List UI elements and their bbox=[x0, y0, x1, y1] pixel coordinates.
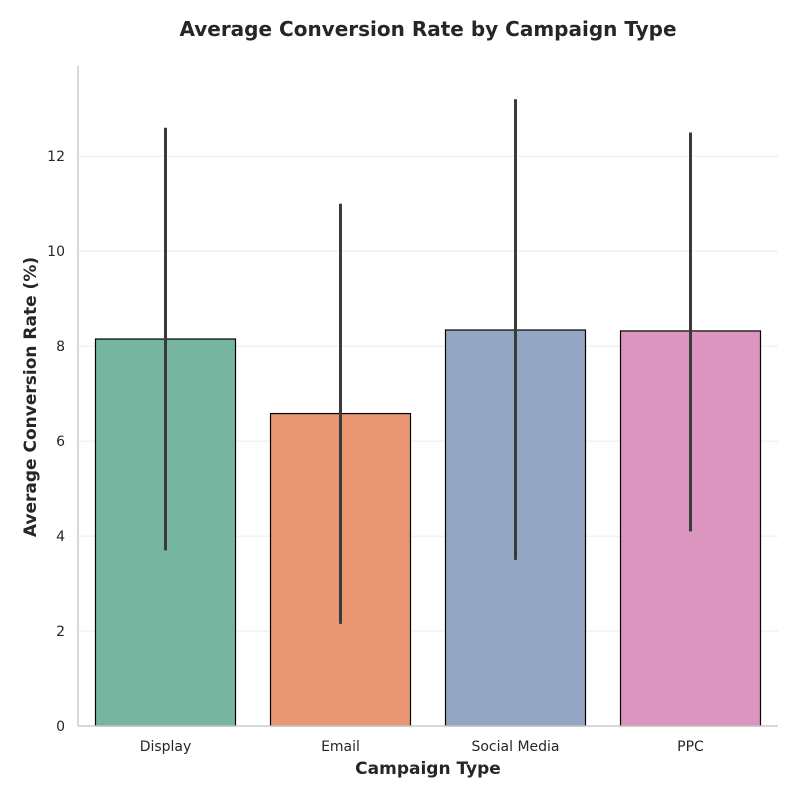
bars bbox=[94, 329, 762, 727]
x-tick-labels: Display Email Social Media PPC bbox=[140, 739, 704, 755]
y-tick-label: 6 bbox=[56, 434, 65, 450]
x-tick-label: Email bbox=[321, 739, 360, 755]
y-axis-label: Average Conversion Rate (%) bbox=[21, 257, 41, 537]
error-bars bbox=[164, 99, 692, 624]
y-tick-label: 4 bbox=[56, 529, 65, 545]
x-axis-label: Campaign Type bbox=[355, 759, 501, 779]
y-tick-label: 8 bbox=[56, 339, 65, 355]
y-tick-label: 2 bbox=[56, 624, 65, 640]
y-tick-label: 0 bbox=[56, 719, 65, 735]
chart-title: Average Conversion Rate by Campaign Type bbox=[179, 17, 676, 41]
y-tick-labels: 0 2 4 6 8 10 12 bbox=[47, 149, 65, 735]
x-tick-label: PPC bbox=[677, 739, 704, 755]
y-tick-label: 12 bbox=[47, 149, 65, 165]
y-tick-label: 10 bbox=[47, 244, 65, 260]
x-tick-label: Social Media bbox=[471, 739, 559, 755]
x-tick-label: Display bbox=[140, 739, 192, 755]
axes bbox=[77, 66, 778, 727]
